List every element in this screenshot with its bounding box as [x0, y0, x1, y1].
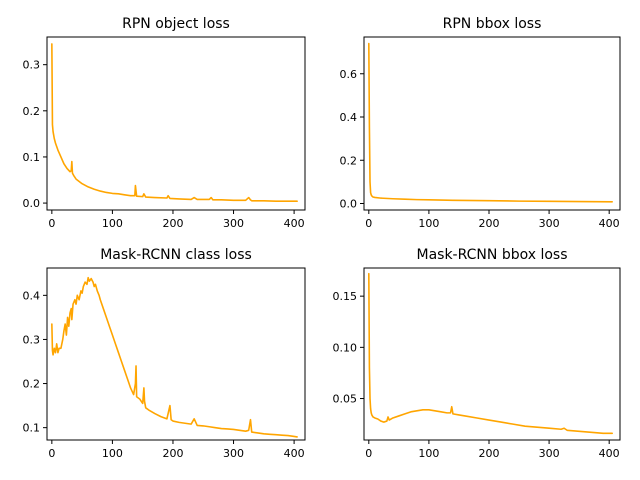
y-tick-label: 0.3 [23, 59, 41, 72]
panel-title: RPN bbox loss [443, 16, 542, 32]
axes-frame [363, 267, 621, 441]
x-tick-label: 100 [102, 217, 123, 230]
y-tick-label: 0.0 [340, 198, 358, 211]
x-axis: 0 100 200 300 400 [365, 210, 620, 230]
panel-title: Mask-RCNN class loss [100, 247, 252, 263]
panel-mask-rcnn-class-loss: Mask-RCNN class loss 0 100 200 300 400 0.10.… [23, 247, 306, 460]
y-tick-label: 0.2 [23, 105, 41, 118]
plot-area [51, 43, 298, 203]
y-axis: 0.1 0.2 0.3 0.4 [23, 289, 47, 435]
x-tick-label: 300 [223, 217, 244, 230]
x-tick-label: 300 [539, 447, 560, 460]
x-tick-label: 200 [478, 217, 499, 230]
plot-area [368, 272, 613, 435]
x-tick-label: 100 [102, 447, 123, 460]
y-axis: 0.0 0.2 0.4 0.6 [340, 68, 364, 211]
y-tick-label: 0.2 [23, 378, 41, 391]
x-tick-label: 400 [599, 447, 620, 460]
y-tick-label: 0.15 [333, 290, 358, 303]
y-tick-label: 0.1 [23, 422, 41, 435]
x-tick-label: 200 [162, 217, 183, 230]
x-axis: 0 100 200 300 400 [48, 210, 305, 230]
x-tick-label: 400 [284, 447, 305, 460]
x-tick-label: 0 [48, 447, 55, 460]
plot-area [368, 42, 613, 203]
panel-rpn-bbox-loss: RPN bbox loss 0 100 200 300 400 0.0 0.2 0.4 0.6 [340, 16, 621, 230]
y-tick-label: 0.4 [23, 289, 41, 302]
x-tick-label: 0 [365, 217, 372, 230]
x-tick-label: 300 [223, 447, 244, 460]
x-tick-label: 100 [418, 447, 439, 460]
panel-title: RPN object loss [122, 16, 230, 32]
y-tick-label: 0.6 [340, 68, 358, 81]
x-tick-label: 200 [162, 447, 183, 460]
panel-title: Mask-RCNN bbox loss [417, 247, 568, 263]
series-line [51, 276, 298, 438]
y-tick-label: 0.0 [23, 197, 41, 210]
plot-area [51, 276, 298, 438]
y-axis: 0.0 0.1 0.2 0.3 [23, 59, 47, 210]
x-tick-label: 100 [418, 217, 439, 230]
y-tick-label: 0.4 [340, 111, 358, 124]
series-line [368, 42, 613, 203]
panel-rpn-object-loss: RPN object loss 0 100 200 300 400 0.00.10.20… [23, 16, 306, 230]
y-tick-label: 0.2 [340, 154, 358, 167]
y-tick-label: 0.05 [333, 393, 358, 406]
y-tick-label: 0.10 [333, 341, 358, 354]
axes-frame [363, 36, 621, 211]
x-tick-label: 200 [478, 447, 499, 460]
x-axis: 0 100 200 300 400 [365, 440, 620, 460]
y-axis: 0.05 0.10 0.15 [333, 290, 364, 406]
x-tick-label: 0 [365, 447, 372, 460]
y-tick-label: 0.3 [23, 333, 41, 346]
y-tick-label: 0.1 [23, 151, 41, 164]
x-axis: 0 100 200 300 400 [48, 440, 305, 460]
x-tick-label: 300 [539, 217, 560, 230]
x-tick-label: 400 [284, 217, 305, 230]
series-line [51, 43, 298, 203]
x-tick-label: 400 [599, 217, 620, 230]
axes-frame [46, 36, 306, 211]
axes-frame [46, 267, 306, 441]
series-line [368, 272, 613, 435]
panel-mask-rcnn-bbox-loss: Mask-RCNN bbox loss 0 100 200 300 400 0.050.… [333, 247, 621, 460]
x-tick-label: 0 [48, 217, 55, 230]
